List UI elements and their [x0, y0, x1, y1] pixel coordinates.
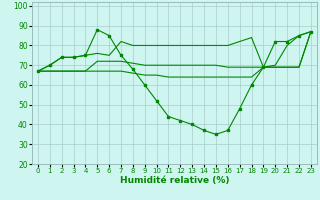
X-axis label: Humidité relative (%): Humidité relative (%) — [120, 176, 229, 185]
